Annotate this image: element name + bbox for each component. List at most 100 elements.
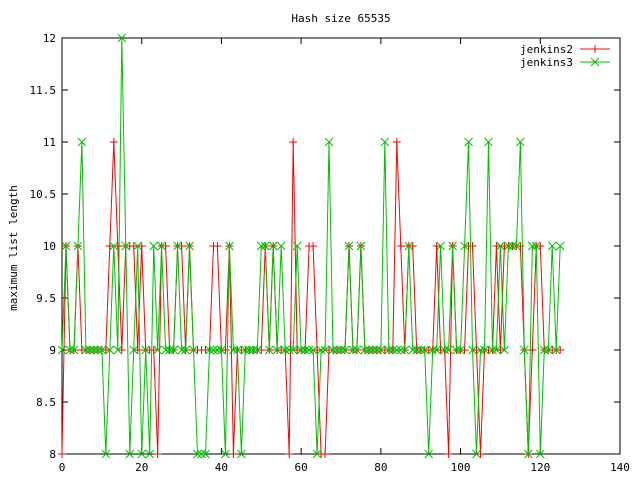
data-point-jenkins2	[137, 242, 146, 250]
data-point-jenkins3	[452, 345, 461, 355]
data-point-jenkins3	[356, 241, 366, 251]
data-point-jenkins3	[404, 241, 414, 251]
data-point-jenkins3	[340, 345, 350, 355]
data-point-jenkins3	[312, 449, 322, 459]
y-tick-label: 10.5	[30, 188, 57, 201]
data-point-jenkins2	[105, 242, 114, 250]
x-tick-label: 0	[59, 461, 66, 474]
data-point-jenkins3	[101, 449, 111, 459]
data-point-jenkins3	[444, 345, 453, 355]
data-point-jenkins2	[109, 138, 118, 146]
data-point-jenkins3	[288, 345, 298, 355]
data-point-jenkins2	[396, 242, 405, 250]
data-point-jenkins3	[484, 137, 493, 147]
data-point-jenkins3	[516, 137, 525, 147]
data-point-jenkins3	[97, 345, 107, 355]
data-point-jenkins2	[309, 242, 318, 250]
data-point-jenkins3	[189, 345, 198, 355]
data-point-jenkins3	[336, 345, 346, 355]
data-point-jenkins3	[320, 345, 330, 355]
y-tick-label: 12	[43, 32, 56, 45]
data-point-jenkins2	[492, 242, 501, 250]
data-point-jenkins3	[372, 345, 382, 355]
data-point-jenkins3	[324, 137, 334, 147]
data-point-jenkins3	[121, 241, 131, 251]
data-point-jenkins3	[209, 345, 218, 355]
data-point-jenkins3	[85, 345, 95, 355]
data-point-jenkins3	[57, 345, 67, 355]
data-point-jenkins3	[153, 345, 163, 355]
data-point-jenkins3	[480, 345, 489, 355]
data-point-jenkins2	[321, 450, 330, 458]
data-point-jenkins3	[400, 345, 410, 355]
data-point-jenkins3	[492, 345, 501, 355]
x-tick-label: 20	[135, 461, 148, 474]
data-point-jenkins3	[256, 241, 266, 251]
y-tick-label: 11	[43, 136, 56, 149]
data-point-jenkins3	[344, 241, 354, 251]
data-point-jenkins3	[113, 345, 123, 355]
data-point-jenkins3	[173, 241, 182, 251]
data-point-jenkins3	[296, 345, 306, 355]
data-point-jenkins3	[77, 137, 87, 147]
data-point-jenkins2	[285, 450, 294, 458]
data-point-jenkins3	[416, 345, 426, 355]
x-tick-label: 80	[374, 461, 387, 474]
data-point-jenkins3	[205, 345, 214, 355]
data-point-jenkins3	[440, 345, 449, 355]
data-point-jenkins3	[292, 241, 302, 251]
data-point-jenkins3	[348, 345, 358, 355]
data-point-jenkins3	[547, 241, 557, 251]
data-point-jenkins3	[328, 345, 338, 355]
data-point-jenkins3	[260, 241, 270, 251]
data-point-jenkins3	[193, 449, 202, 459]
data-point-jenkins3	[308, 345, 318, 355]
data-point-jenkins3	[225, 241, 234, 251]
data-point-jenkins3	[89, 345, 99, 355]
y-tick-label: 9.5	[36, 292, 56, 305]
data-point-jenkins3	[141, 345, 151, 355]
data-point-jenkins3	[229, 345, 238, 355]
series-jenkins2	[58, 138, 565, 458]
data-point-jenkins2	[213, 242, 222, 250]
data-point-jenkins3	[165, 345, 174, 355]
y-tick-label: 9	[49, 344, 56, 357]
data-point-jenkins3	[332, 345, 342, 355]
data-point-jenkins3	[428, 345, 438, 355]
data-point-jenkins3	[368, 345, 378, 355]
data-point-jenkins3	[161, 345, 170, 355]
data-point-jenkins3	[268, 241, 278, 251]
data-point-jenkins2	[221, 346, 230, 354]
data-point-jenkins2	[58, 450, 66, 458]
data-point-jenkins3	[396, 345, 406, 355]
data-point-jenkins2	[153, 450, 162, 458]
data-point-jenkins2	[408, 242, 417, 250]
data-point-jenkins3	[69, 345, 79, 355]
data-point-jenkins3	[512, 241, 521, 251]
data-point-jenkins2	[496, 346, 505, 354]
data-point-jenkins3	[117, 33, 127, 43]
data-point-jenkins3	[185, 241, 194, 251]
data-point-jenkins3	[197, 449, 206, 459]
data-point-jenkins2	[289, 138, 298, 146]
data-point-jenkins2	[113, 242, 122, 250]
data-point-jenkins3	[360, 345, 370, 355]
y-tick-label: 8.5	[36, 396, 56, 409]
data-point-jenkins3	[380, 137, 390, 147]
x-tick-label: 120	[530, 461, 550, 474]
data-point-jenkins3	[177, 345, 186, 355]
data-point-jenkins3	[244, 345, 254, 355]
data-point-jenkins3	[149, 241, 159, 251]
data-point-jenkins3	[181, 345, 190, 355]
data-point-jenkins3	[535, 449, 545, 459]
x-tick-label: 100	[451, 461, 471, 474]
data-point-jenkins3	[65, 345, 75, 355]
data-point-jenkins2	[229, 450, 238, 458]
data-point-jenkins3	[109, 241, 119, 251]
data-point-jenkins3	[392, 345, 402, 355]
legend-label-jenkins2: jenkins2	[520, 43, 573, 56]
data-point-jenkins3	[376, 345, 386, 355]
data-point-jenkins3	[476, 345, 485, 355]
